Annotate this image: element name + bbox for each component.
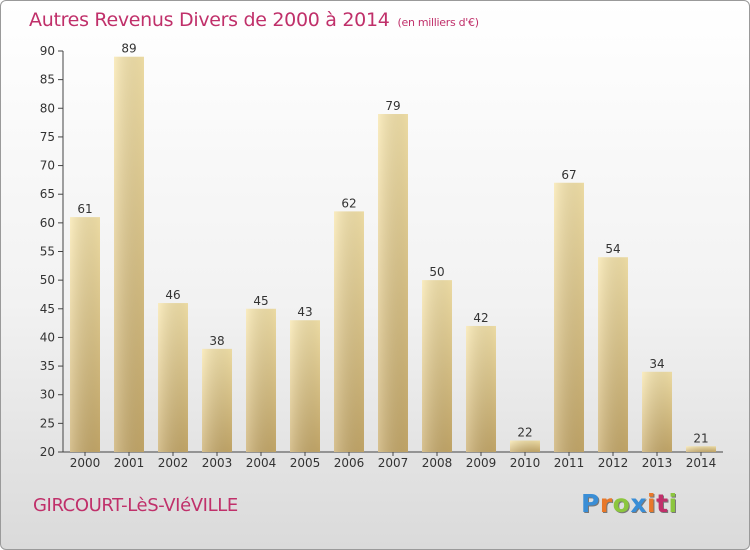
bar-shade [114, 56, 144, 452]
bar-shade [334, 211, 364, 452]
x-tick-label: 2000 [70, 456, 101, 470]
data-label: 42 [473, 311, 488, 325]
logo-letter: P [581, 489, 600, 518]
y-tick-label: 45 [40, 302, 55, 316]
x-tick-label: 2003 [202, 456, 233, 470]
chart-title-text: Autres Revenus Divers de 2000 à 2014 [29, 9, 390, 31]
proxiti-logo: Proxiti [581, 489, 678, 518]
logo-letter: o [612, 489, 631, 518]
bar-shade [202, 348, 232, 452]
data-label: 46 [165, 288, 180, 302]
data-label: 62 [341, 196, 356, 210]
data-label: 79 [385, 99, 400, 113]
bar-shade [466, 325, 496, 452]
bars [70, 56, 716, 452]
y-tick-label: 70 [40, 159, 55, 173]
data-label: 54 [605, 242, 620, 256]
x-tick-label: 2013 [642, 456, 673, 470]
data-label: 50 [429, 265, 444, 279]
data-label: 38 [209, 334, 224, 348]
x-tick-label: 2002 [158, 456, 189, 470]
y-tick-label: 60 [40, 216, 55, 230]
logo-letter: t [656, 489, 669, 518]
bar-shade [510, 440, 540, 452]
y-tick-label: 25 [40, 416, 55, 430]
x-tick-label: 2005 [290, 456, 321, 470]
data-label: 21 [693, 431, 708, 445]
y-tick-label: 20 [40, 445, 55, 459]
data-label: 89 [121, 42, 136, 56]
chart-title: Autres Revenus Divers de 2000 à 2014 (en … [29, 9, 479, 31]
data-label: 45 [253, 294, 268, 308]
x-tick-label: 2012 [598, 456, 629, 470]
bar-shade [158, 303, 188, 452]
y-tick-label: 75 [40, 130, 55, 144]
y-tick-label: 40 [40, 330, 55, 344]
y-tick-label: 90 [40, 44, 55, 58]
data-label: 61 [77, 202, 92, 216]
data-label: 43 [297, 305, 312, 319]
y-tick-label: 80 [40, 101, 55, 115]
bar-shade [686, 446, 716, 452]
x-tick-label: 2014 [686, 456, 717, 470]
x-tick-label: 2010 [510, 456, 541, 470]
x-tick-label: 2007 [378, 456, 409, 470]
data-labels: 2000 61 2001 89 2002 46 2003 38 2004 45 2005 43 2006… [70, 42, 717, 470]
place-name: GIRCOURT-LèS-VIéVILLE [33, 495, 238, 516]
data-label: 34 [649, 357, 664, 371]
bar-shade [378, 114, 408, 452]
bar-shade [642, 371, 672, 452]
y-tick-label: 35 [40, 359, 55, 373]
x-tick-label: 2009 [466, 456, 497, 470]
data-label: 22 [517, 426, 532, 440]
logo-letter: x [630, 489, 647, 518]
data-label: 67 [561, 168, 576, 182]
y-tick-label: 85 [40, 73, 55, 87]
x-tick-label: 2001 [114, 456, 145, 470]
x-tick-label: 2008 [422, 456, 453, 470]
y-tick-label: 50 [40, 273, 55, 287]
bar-shade [246, 308, 276, 452]
logo-letter: i [647, 489, 657, 518]
y-tick-label: 55 [40, 245, 55, 259]
logo-letter: i [668, 489, 678, 518]
bar-shade [422, 280, 452, 452]
bar-shade [70, 217, 100, 452]
x-tick-label: 2004 [246, 456, 277, 470]
bar-shade [598, 257, 628, 452]
bar-shade [290, 320, 320, 452]
y-tick-label: 65 [40, 187, 55, 201]
y-tick-label: 30 [40, 388, 55, 402]
chart-title-unit: (en milliers d'€) [397, 16, 479, 29]
x-tick-label: 2006 [334, 456, 365, 470]
logo-letter: r [599, 489, 613, 518]
x-tick-label: 2011 [554, 456, 585, 470]
bar-shade [554, 182, 584, 452]
